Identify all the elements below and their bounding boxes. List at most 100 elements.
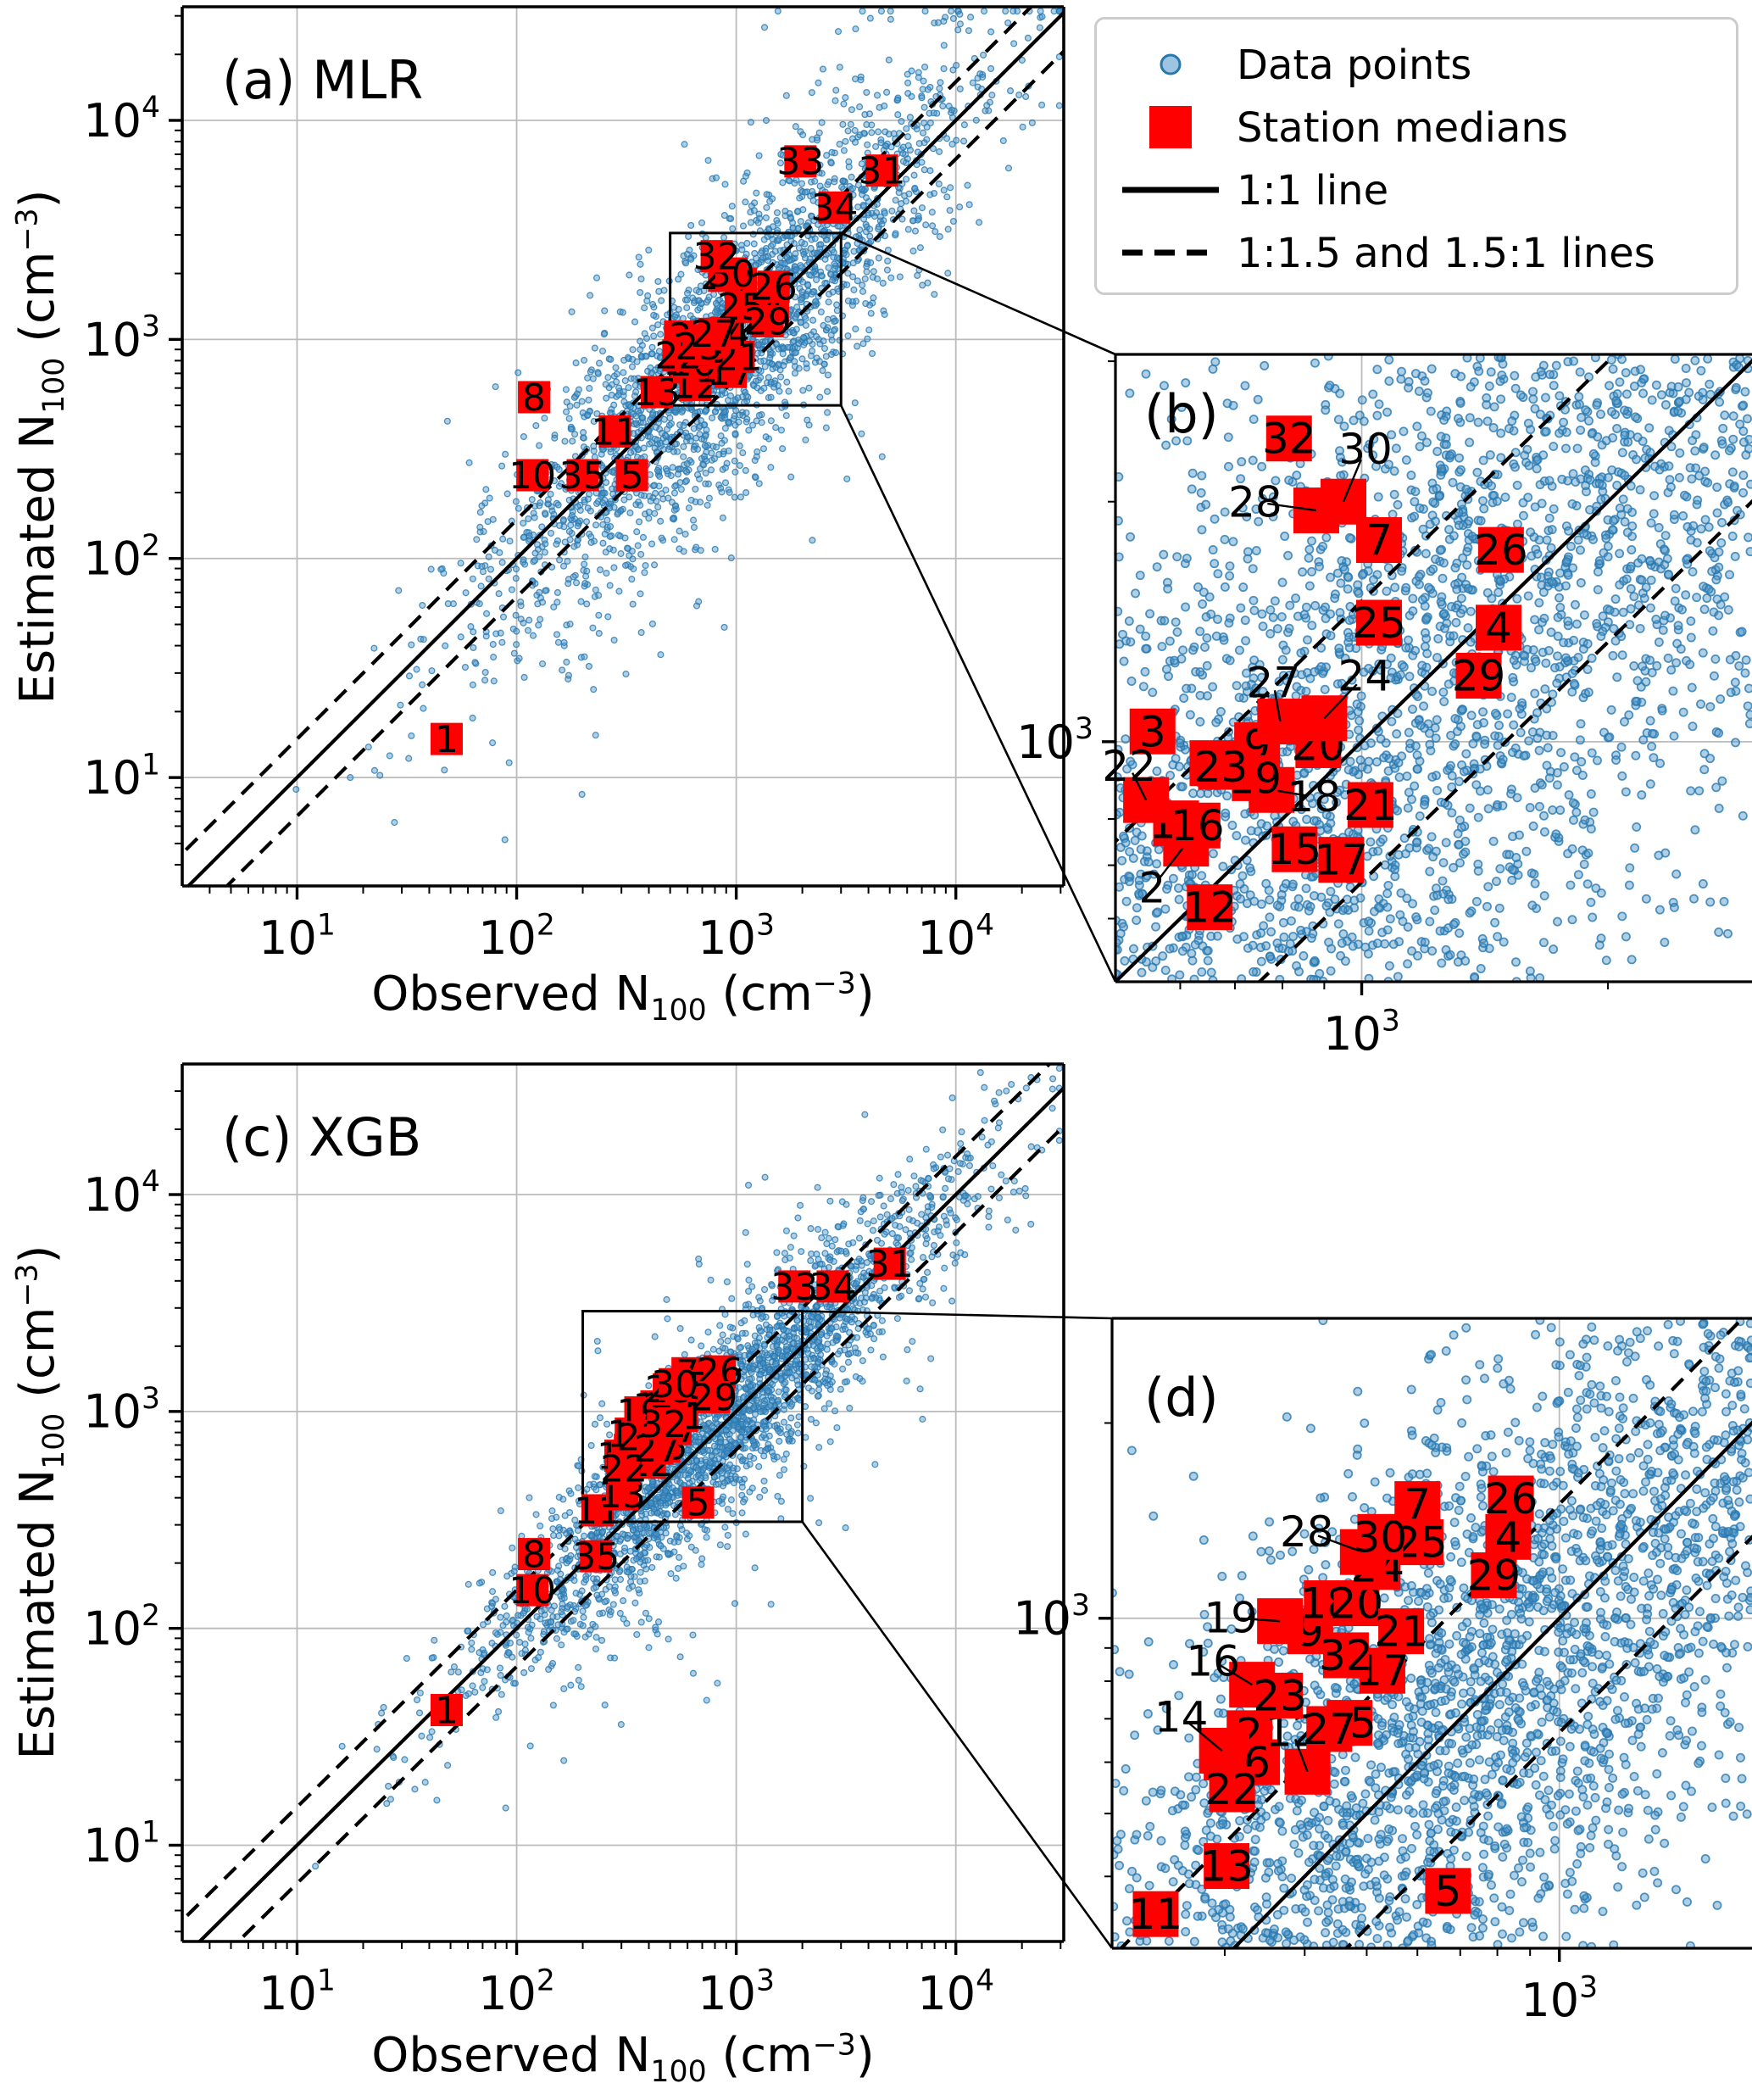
station-number-label: 31 [858, 150, 905, 193]
station-number-label: 10 [509, 454, 556, 498]
legend-row-data-points: Data points [1097, 35, 1736, 94]
station-number-label: 33 [776, 141, 824, 184]
station-medians-d: 2345679111213141516171819202122232425262… [1129, 1474, 1538, 1939]
station-number-label: 7 [1365, 516, 1393, 565]
station-number-label: 31 [866, 1243, 914, 1286]
station-median-square [1347, 782, 1393, 828]
station-number-label: 22 [1205, 1765, 1260, 1814]
station-median-square [516, 1574, 549, 1607]
station-median-square [430, 1694, 463, 1727]
station-median-square [698, 317, 731, 350]
station-median-square [784, 145, 817, 178]
legend-label: 1:1 line [1237, 167, 1389, 214]
reference-lines-a [182, 7, 1064, 886]
station-number-label: 12 [1182, 883, 1237, 933]
station-median-square [615, 459, 648, 492]
station-median-square [681, 1486, 715, 1519]
svg-text:102: 102 [83, 529, 160, 586]
station-number-label: 24 [1338, 652, 1393, 701]
station-number-label: 17 [1315, 836, 1369, 885]
x-axis-label-mlr: Observed N100 (cm−3) [371, 966, 875, 1028]
station-median-square [1198, 744, 1244, 790]
station-median-square [1318, 837, 1365, 883]
station-number-label: 30 [1338, 425, 1393, 474]
station-number-label: 1 [435, 718, 459, 761]
station-median-square [1271, 826, 1318, 872]
station-median-square [640, 376, 673, 409]
spines-c [181, 1062, 1065, 1943]
grid-a [182, 7, 1064, 886]
legend-row-one-to-one: 1:1 line [1097, 160, 1736, 220]
station-number-label: 32 [639, 1403, 687, 1446]
station-number-label: 28 [1280, 1507, 1334, 1557]
station-number-label: 27 [1302, 1705, 1356, 1754]
station-median-square [1174, 802, 1221, 849]
station-median-square [1355, 599, 1402, 646]
solid-line-icon [1122, 187, 1219, 193]
station-number-label: 1 [435, 1689, 459, 1732]
data-layer-b [1115, 354, 1752, 982]
station-number-label: 35 [572, 1535, 620, 1579]
station-number-label: 27 [691, 313, 738, 356]
station-median-square-icon [1149, 106, 1192, 148]
station-median-square [1257, 1673, 1304, 1719]
station-median-square [518, 1538, 551, 1571]
station-median-square [1265, 415, 1312, 462]
station-number-label: 8 [522, 376, 546, 420]
station-number-label: 28 [1228, 478, 1282, 527]
station-median-square [1471, 1552, 1517, 1599]
data-point-dot-icon [1160, 53, 1182, 75]
station-median-square [659, 1368, 692, 1401]
station-median-square [1398, 1519, 1444, 1566]
station-medians-c: 1810313334352345679111213141516171819202… [430, 1243, 914, 1732]
station-number-label: 26 [1484, 1474, 1538, 1523]
station-median-square [580, 1540, 613, 1573]
station-number-label: 8 [522, 1533, 546, 1576]
legend-row-station-medians: Station medians [1097, 97, 1736, 157]
station-median-square [778, 1270, 811, 1303]
panel-b-title: (b) [1144, 383, 1219, 445]
reference-lines-d [1118, 1318, 1752, 1948]
panel-a-title: (a) MLR [222, 49, 424, 111]
zoom-connector-top [802, 1310, 1113, 1320]
station-median-square [1357, 1513, 1404, 1560]
svg-text:104: 104 [83, 91, 160, 148]
station-median-square [430, 722, 463, 755]
legend-label: Data points [1237, 42, 1472, 89]
station-median-square [566, 459, 599, 492]
station-median-square [518, 381, 551, 414]
zoom-connector-bottom [840, 404, 1117, 983]
svg-text:102: 102 [478, 908, 555, 965]
station-median-square [1132, 1891, 1179, 1937]
legend-label: 1:1.5 and 1.5:1 lines [1237, 230, 1655, 277]
station-number-label: 21 [1343, 781, 1398, 830]
panel-d-title: (d) [1144, 1367, 1219, 1429]
station-number-label: 30 [651, 1363, 698, 1406]
scatter-cloud-b [1115, 354, 1752, 982]
panel-c: 1810313334352345679111213141516171819202… [83, 1062, 1114, 2020]
station-number-label: 23 [1194, 743, 1249, 792]
station-median-square [865, 154, 898, 187]
station-median-square [1425, 1868, 1471, 1914]
station-median-square [1378, 1608, 1425, 1655]
station-number-label: 14 [1154, 1692, 1209, 1741]
y-axis-label-mlr: Estimated N100 (cm−3) [9, 189, 72, 705]
station-number-label: 5 [620, 454, 644, 498]
station-number-label: 3 [1139, 707, 1166, 756]
station-median-square [608, 1452, 641, 1485]
x-axis-label-xgb: Observed N100 (cm−3) [371, 2028, 875, 2090]
station-number-label: 29 [1467, 1551, 1521, 1601]
station-number-label: 29 [690, 1376, 737, 1419]
station-median-square [818, 191, 851, 224]
station-number-label: 22 [1102, 742, 1156, 791]
station-median-square [873, 1247, 906, 1280]
legend-label: Station medians [1237, 104, 1568, 152]
station-number-label: 16 [1171, 801, 1225, 850]
station-number-label: 16 [1186, 1637, 1240, 1686]
station-median-square [757, 270, 790, 304]
station-number-label: 26 [750, 266, 798, 309]
